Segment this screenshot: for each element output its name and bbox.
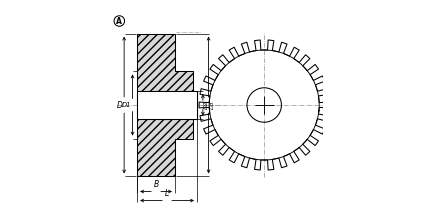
Text: D1: D1 xyxy=(122,102,131,108)
Text: D3: D3 xyxy=(209,101,215,109)
Text: D2: D2 xyxy=(204,101,209,109)
Polygon shape xyxy=(137,34,197,176)
Text: D: D xyxy=(116,101,123,109)
Text: B: B xyxy=(153,180,159,189)
Text: L: L xyxy=(165,189,169,198)
Text: A: A xyxy=(116,17,122,25)
Bar xyxy=(137,91,197,119)
